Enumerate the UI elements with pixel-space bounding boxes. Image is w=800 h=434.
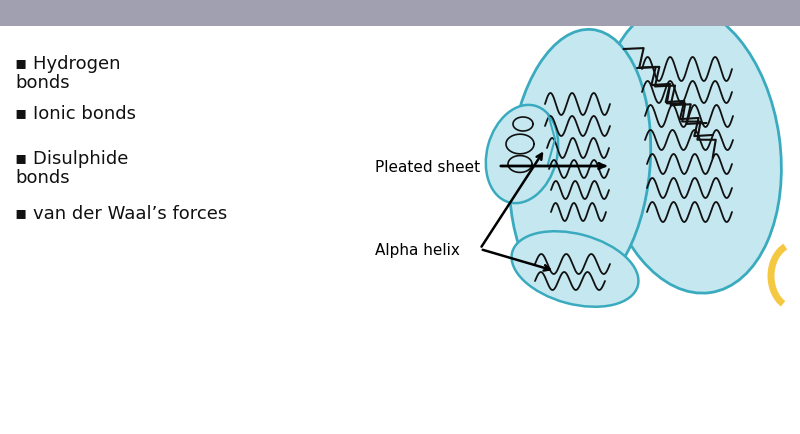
Ellipse shape — [486, 105, 558, 204]
Text: Pleated sheet: Pleated sheet — [375, 159, 480, 174]
Text: orces responsible for the formation of the tertiary structure:: orces responsible for the formation of t… — [2, 5, 526, 23]
Ellipse shape — [511, 232, 638, 307]
Bar — [0, 0, 800, 27]
Text: 11/02/2025: 11/02/2025 — [757, 3, 797, 9]
Text: ▪ Ionic bonds: ▪ Ionic bonds — [15, 105, 136, 123]
Text: ▪ van der Waal’s forces: ▪ van der Waal’s forces — [15, 204, 227, 223]
Text: ▪ Disulphide
bonds: ▪ Disulphide bonds — [15, 150, 128, 187]
Text: Alpha helix: Alpha helix — [375, 242, 460, 257]
Ellipse shape — [510, 30, 650, 299]
Text: ▪ Hydrogen
bonds: ▪ Hydrogen bonds — [15, 55, 121, 92]
Ellipse shape — [598, 6, 782, 293]
